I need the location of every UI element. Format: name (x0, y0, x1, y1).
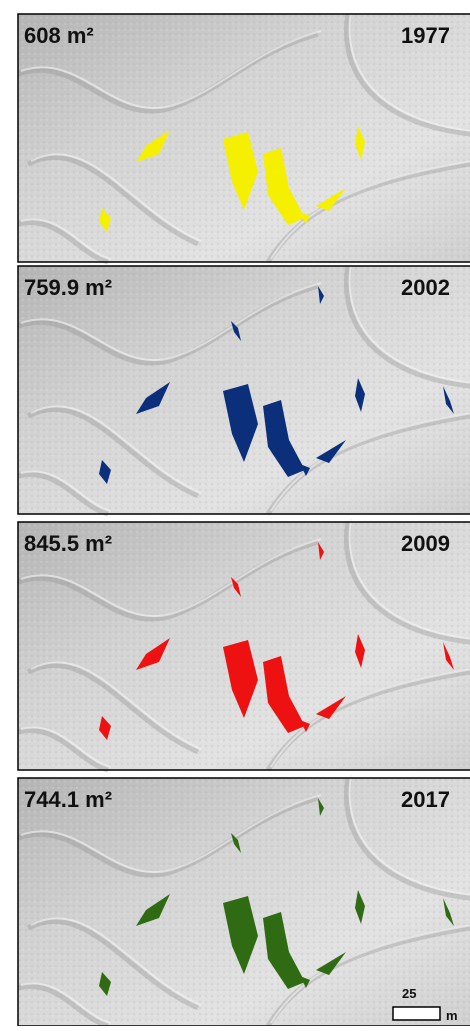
area-label: 744.1 m² (24, 787, 112, 812)
area-label: 759.9 m² (24, 275, 112, 300)
year-label: 2017 (401, 787, 450, 812)
map-panel: 759.9 m² 2002 (18, 263, 470, 514)
map-panel: 845.5 m² 2009 (18, 519, 470, 770)
map-panel: 608 m² 1977 (18, 11, 470, 262)
scale-rect (393, 1007, 440, 1020)
scale-value: 25 (402, 986, 416, 1001)
page: 608 m² 1977 759.9 m² 2002 845.5 m² 2009 744.1 … (0, 0, 470, 1026)
area-label: 845.5 m² (24, 531, 112, 556)
figure: 608 m² 1977 759.9 m² 2002 845.5 m² 2009 744.1 … (0, 0, 470, 1026)
scale-unit: m (446, 1008, 458, 1023)
area-label: 608 m² (24, 23, 94, 48)
year-label: 1977 (401, 23, 450, 48)
year-label: 2002 (401, 275, 450, 300)
year-label: 2009 (401, 531, 450, 556)
